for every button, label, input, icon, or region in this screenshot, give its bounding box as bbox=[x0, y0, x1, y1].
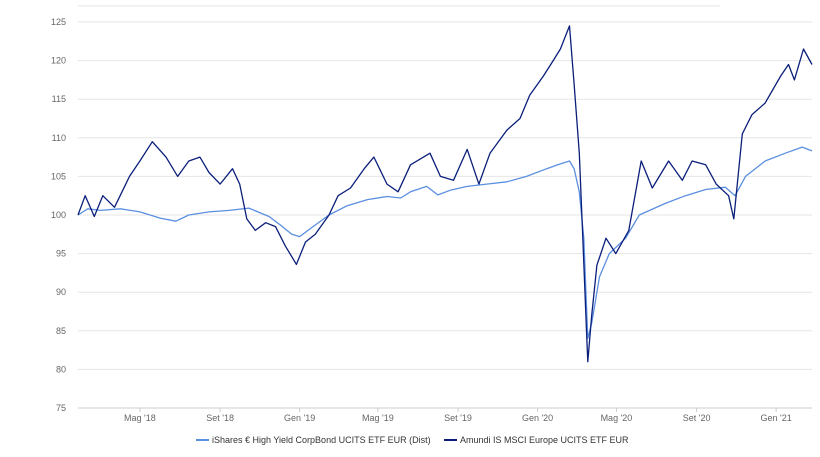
x-tick-label: Set '18 bbox=[206, 413, 234, 423]
y-tick-label: 85 bbox=[56, 326, 66, 336]
y-tick-label: 80 bbox=[56, 364, 66, 374]
series-lines bbox=[77, 25, 813, 363]
legend: iShares € High Yield CorpBond UCITS ETF … bbox=[196, 435, 629, 445]
x-tick-label: Gen '21 bbox=[761, 413, 792, 423]
y-tick-label: 105 bbox=[51, 171, 66, 181]
y-tick-label: 110 bbox=[52, 133, 66, 143]
y-tick-label: 95 bbox=[56, 249, 66, 259]
x-axis-ticks: Mag '18 Set '18 Gen '19 Mag '19 Set '19 Gen '… bbox=[124, 408, 792, 423]
x-tick-label: Mag '18 bbox=[124, 413, 156, 423]
legend-item-msci-europe[interactable]: Amundi IS MSCI Europe UCITS ETF EUR bbox=[444, 435, 629, 445]
x-tick-label: Gen '20 bbox=[522, 413, 553, 423]
y-tick-label: 120 bbox=[51, 56, 66, 66]
legend-label-msci-europe: Amundi IS MSCI Europe UCITS ETF EUR bbox=[460, 435, 629, 445]
x-tick-label: Set '20 bbox=[683, 413, 711, 423]
y-tick-label: 100 bbox=[51, 210, 66, 220]
legend-item-high-yield[interactable]: iShares € High Yield CorpBond UCITS ETF … bbox=[196, 435, 431, 445]
y-tick-label: 75 bbox=[56, 403, 66, 413]
y-tick-label: 90 bbox=[56, 287, 66, 297]
y-axis-ticks: 75 80 85 90 95 100 105 110 115 120 125 bbox=[51, 17, 66, 413]
x-tick-label: Mag '20 bbox=[601, 413, 633, 423]
y-tick-label: 125 bbox=[51, 17, 66, 27]
x-tick-label: Mag '19 bbox=[362, 413, 394, 423]
y-tick-label: 115 bbox=[52, 94, 66, 104]
series-line-msci-europe bbox=[77, 25, 813, 363]
legend-label-high-yield: iShares € High Yield CorpBond UCITS ETF … bbox=[212, 435, 431, 445]
x-tick-label: Set '19 bbox=[444, 413, 472, 423]
x-tick-label: Gen '19 bbox=[284, 413, 315, 423]
series-line-high-yield bbox=[77, 146, 813, 340]
grid bbox=[78, 21, 812, 370]
